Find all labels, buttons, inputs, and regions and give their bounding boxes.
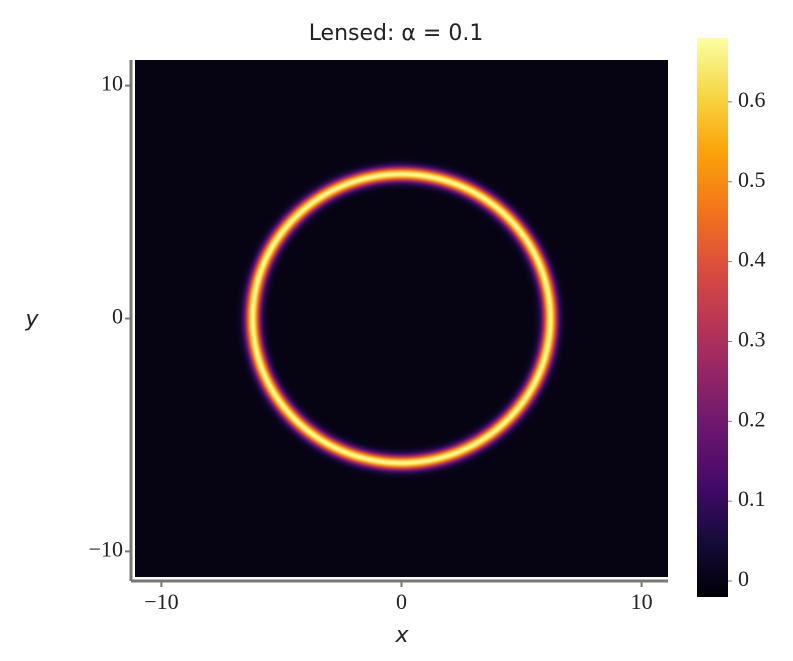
colorbar-tick-label: 0 <box>738 566 749 591</box>
y-tick-label: 0 <box>112 304 123 329</box>
ring <box>223 146 580 491</box>
chart-title: Lensed: α = 0.1 <box>309 21 484 46</box>
colorbar-tick-label: 0.3 <box>738 327 766 352</box>
y-tick-label: 10 <box>101 71 123 96</box>
colorbar-tick-label: 0.1 <box>738 486 766 511</box>
colorbar <box>697 38 728 597</box>
colorbar-tick-label: 0.2 <box>738 406 766 431</box>
colorbar-tick-label: 0.6 <box>738 87 766 112</box>
y-tick-label: −10 <box>89 536 123 561</box>
colorbar-tick-label: 0.5 <box>738 167 766 192</box>
x-tick-label: −10 <box>144 589 178 614</box>
x-tick-label: 10 <box>631 589 653 614</box>
x-tick-label: 0 <box>396 589 407 614</box>
y-axis-label: y <box>24 307 39 332</box>
colorbar-tick-label: 0.4 <box>738 247 766 272</box>
x-axis-label: x <box>394 623 409 648</box>
